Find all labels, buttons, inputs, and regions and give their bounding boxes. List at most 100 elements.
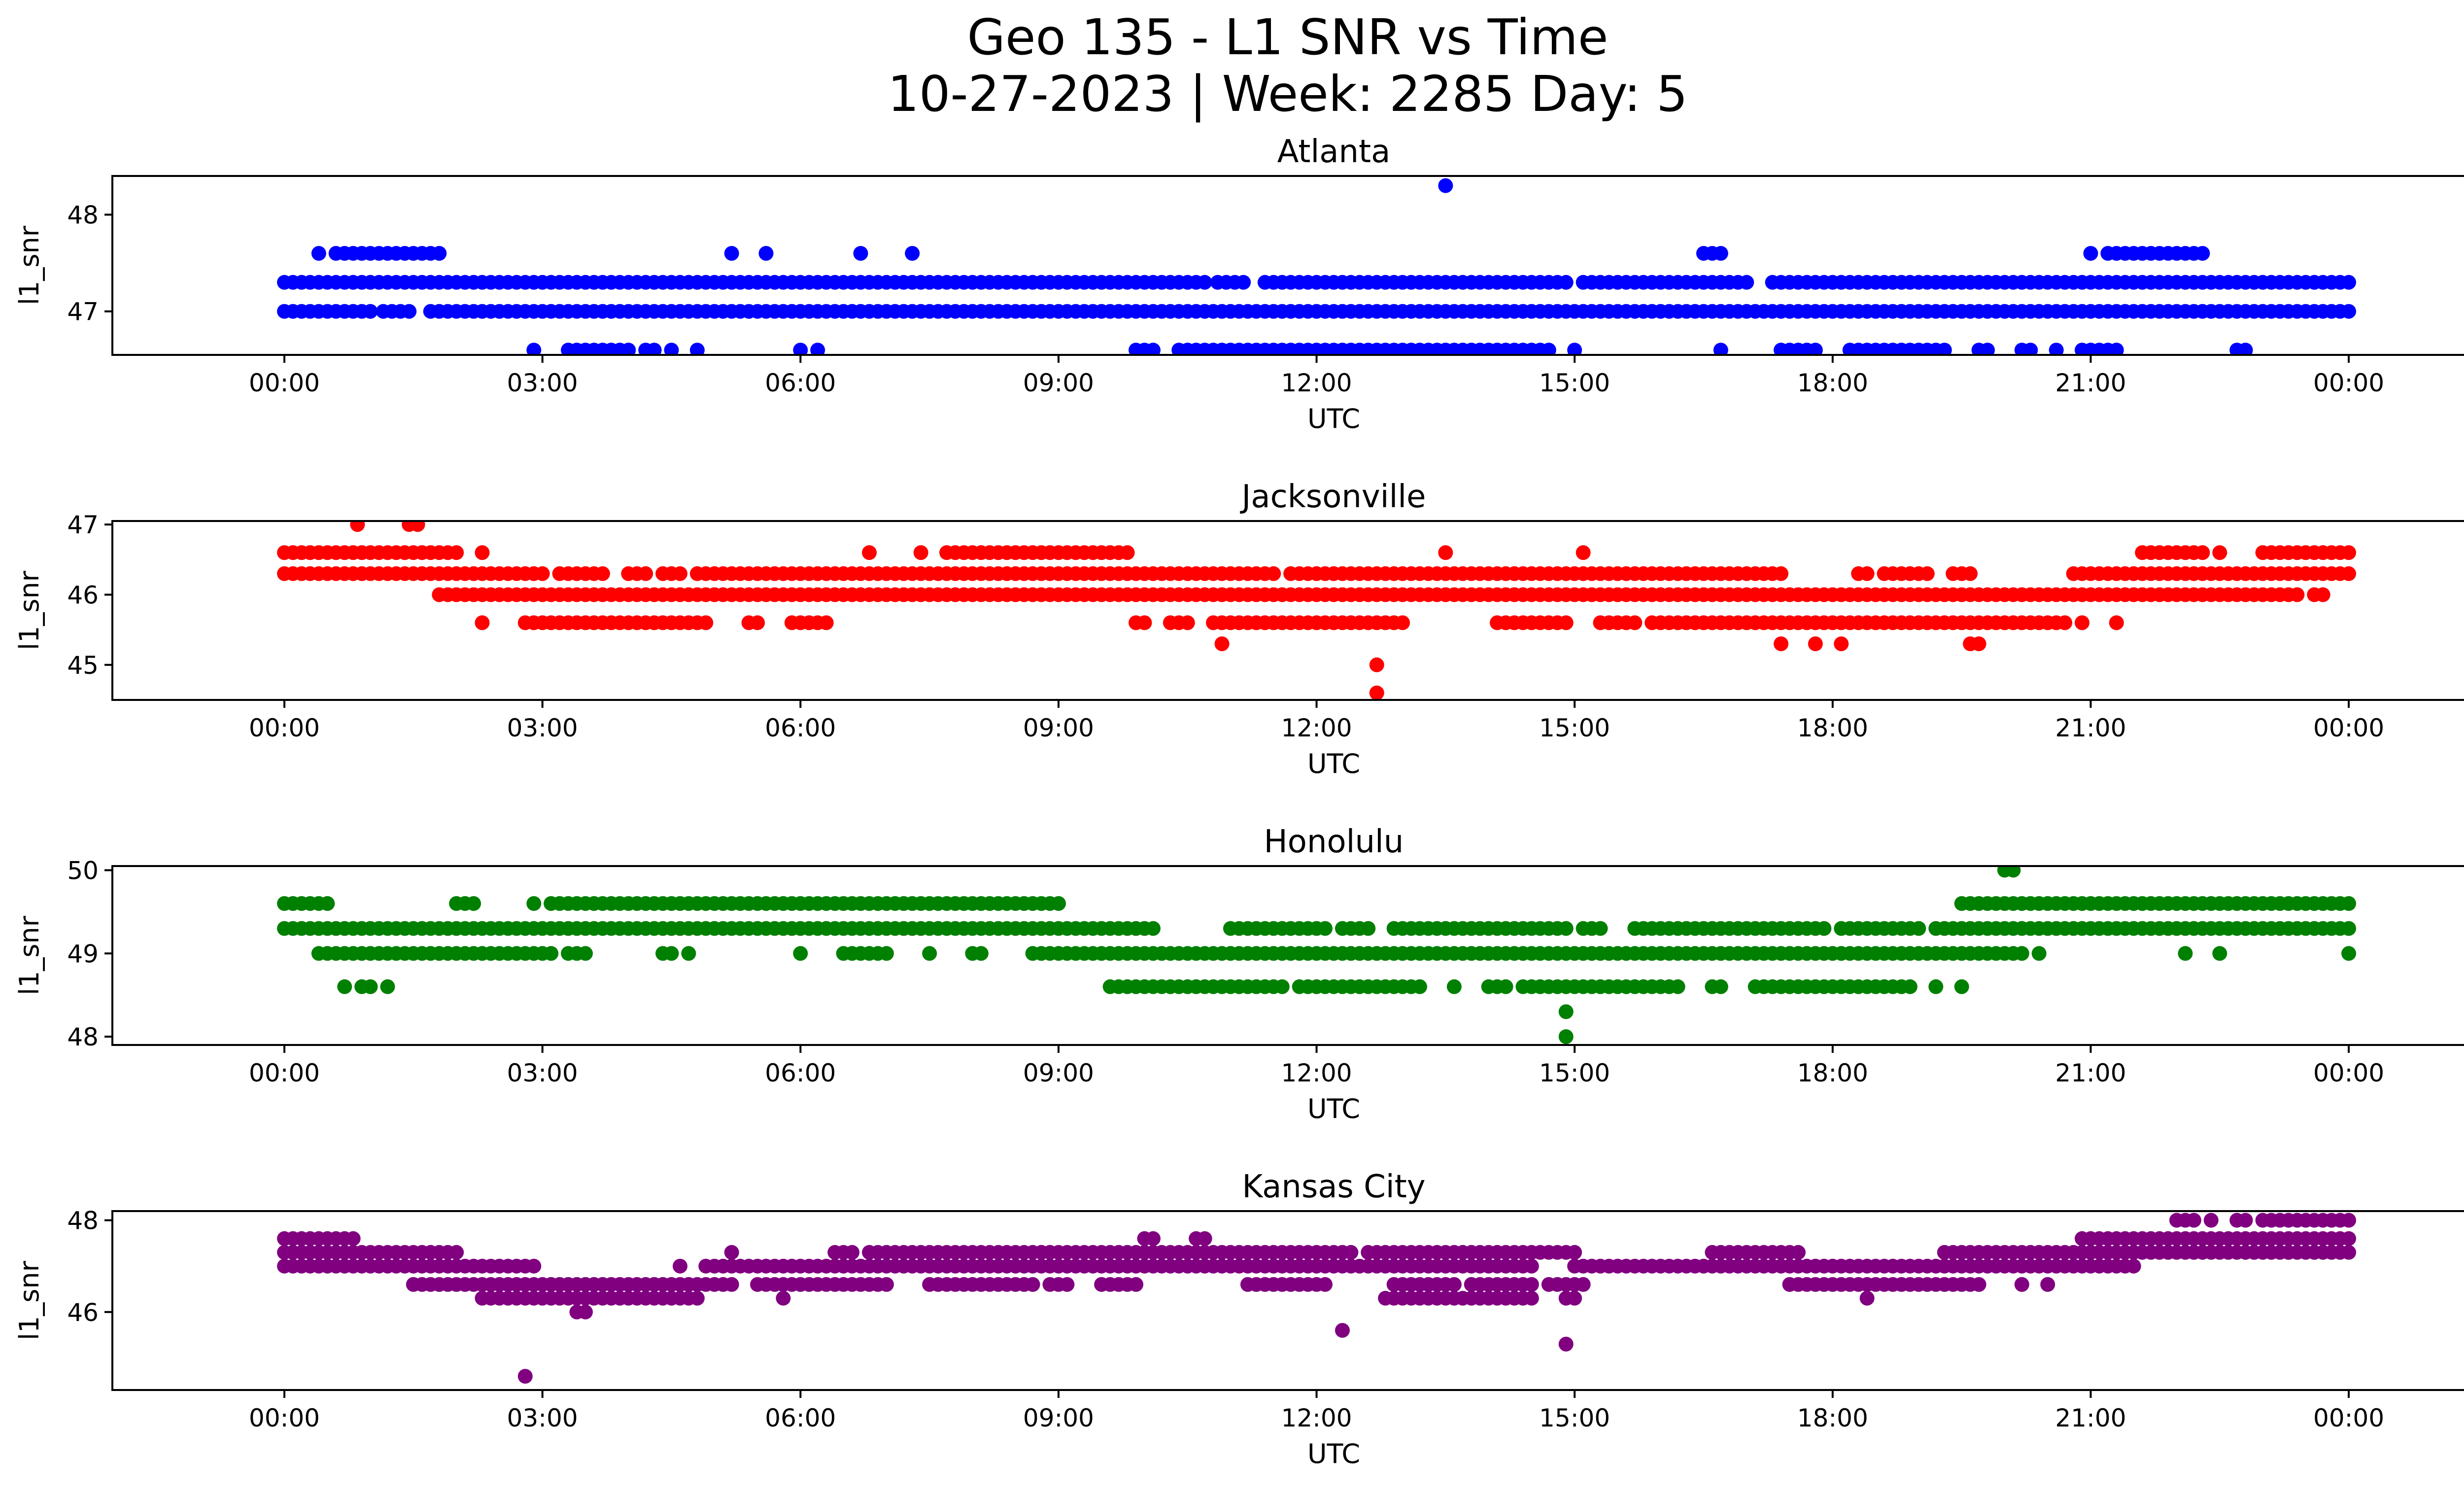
axes-frame: [111, 865, 2464, 1046]
x-tick-label: 18:00: [1797, 1059, 1868, 1087]
x-tick-label: 21:00: [2055, 1404, 2126, 1432]
subplot-jacksonville: Jacksonville 00:00 03:00 06:00 09:00 12:00 15:…: [14, 479, 2464, 779]
x-tick-label: 00:00: [2313, 369, 2384, 397]
data-point: [1902, 979, 1917, 994]
data-point: [1197, 275, 1212, 290]
data-point: [2126, 1258, 2141, 1274]
data-point: [1834, 636, 1849, 652]
data-point: [2281, 1245, 2296, 1260]
data-point: [1971, 636, 1986, 652]
x-tick-label: 09:00: [1023, 369, 1094, 397]
data-point: [1627, 615, 1643, 630]
data-point: [1274, 979, 1290, 994]
y-tick-label: 47: [67, 298, 99, 326]
data-point: [724, 1277, 739, 1292]
data-point: [1713, 246, 1728, 261]
data-point: [2195, 545, 2210, 560]
x-tick-label: 00:00: [2313, 714, 2384, 742]
data-point: [664, 343, 679, 355]
data-point: [2178, 946, 2193, 961]
data-point: [2212, 545, 2227, 560]
data-point: [1541, 343, 1556, 355]
data-point: [862, 545, 877, 560]
data-point: [2341, 1231, 2357, 1246]
data-point: [1739, 275, 1754, 290]
data-point: [1524, 1258, 1539, 1274]
data-point: [1412, 979, 1427, 994]
x-tick-label: 06:00: [765, 714, 836, 742]
x-tick-label: 03:00: [507, 714, 578, 742]
x-tick-label: 21:00: [2055, 1059, 2126, 1087]
data-point: [1137, 615, 1152, 630]
data-point: [1808, 343, 1823, 355]
data-point: [1498, 979, 1513, 994]
data-point: [750, 615, 765, 630]
data-points-honolulu: [277, 866, 2357, 1044]
data-point: [1524, 1290, 1539, 1306]
data-point: [2341, 946, 2357, 961]
data-point: [578, 946, 593, 961]
data-point: [350, 521, 365, 532]
data-point: [621, 343, 636, 355]
data-point: [410, 521, 425, 532]
data-point: [380, 979, 395, 994]
data-point: [1214, 636, 1230, 652]
data-point: [2341, 275, 2357, 290]
x-axis-label: UTC: [1307, 1093, 1360, 1124]
x-tick-label: 15:00: [1539, 369, 1610, 397]
data-point: [1266, 566, 1281, 581]
data-point: [1670, 979, 1685, 994]
y-tick-label: 48: [67, 1207, 99, 1235]
data-point: [432, 246, 447, 261]
data-point: [1369, 657, 1384, 672]
figure-title-line2: 10-27-2023 | Week: 2285 Day: 5: [888, 65, 1687, 123]
data-point: [1051, 896, 1066, 911]
y-axis-label: l1_snr: [14, 570, 45, 650]
x-tick-label: 03:00: [507, 369, 578, 397]
data-point: [1859, 566, 1875, 581]
data-point: [2006, 866, 2021, 878]
data-point: [973, 946, 989, 961]
data-point: [1438, 545, 1453, 560]
x-tick-label: 00:00: [2313, 1404, 2384, 1432]
subplot-honolulu: Honolulu 00:00 03:00 06:00 09:00 12:00 15:00 18…: [14, 824, 2464, 1124]
data-point: [2341, 1213, 2357, 1228]
x-tick-label: 00:00: [249, 714, 320, 742]
data-point: [2023, 343, 2038, 355]
x-tick-label: 12:00: [1281, 369, 1352, 397]
axes-frame: [111, 520, 2464, 701]
data-point: [647, 343, 662, 355]
data-point: [535, 566, 550, 581]
data-point: [337, 979, 352, 994]
x-tick-label: 09:00: [1023, 1404, 1094, 1432]
x-tick-label: 18:00: [1797, 714, 1868, 742]
x-tick-label: 00:00: [249, 1059, 320, 1087]
data-point: [1236, 275, 1251, 290]
data-point: [2014, 946, 2029, 961]
data-point: [1911, 921, 1926, 936]
x-tick-label: 12:00: [1281, 714, 1352, 742]
data-point: [1963, 566, 1978, 581]
axes-frame: [111, 1210, 2464, 1391]
data-point: [1567, 1290, 1582, 1306]
data-point: [526, 896, 542, 911]
data-point: [1937, 343, 1952, 355]
data-point: [1575, 1277, 1591, 1292]
x-tick-label: 06:00: [765, 369, 836, 397]
y-axis-label: l1_snr: [14, 225, 45, 305]
data-point: [475, 615, 490, 630]
x-tick-label: 15:00: [1539, 714, 1610, 742]
subplot-title: Kansas City: [1242, 1169, 1425, 1205]
data-point: [526, 343, 542, 355]
data-point: [1146, 1231, 1161, 1246]
y-axis-label: l1_snr: [14, 1260, 45, 1340]
figure-title-line1: Geo 135 - L1 SNR vs Time: [967, 8, 1608, 66]
data-point: [2109, 343, 2124, 355]
data-point: [1146, 921, 1161, 936]
data-point: [793, 946, 808, 961]
x-tick-label: 00:00: [2313, 1059, 2384, 1087]
x-tick-label: 21:00: [2055, 714, 2126, 742]
data-point: [1120, 545, 1135, 560]
data-point: [1524, 1277, 1539, 1292]
